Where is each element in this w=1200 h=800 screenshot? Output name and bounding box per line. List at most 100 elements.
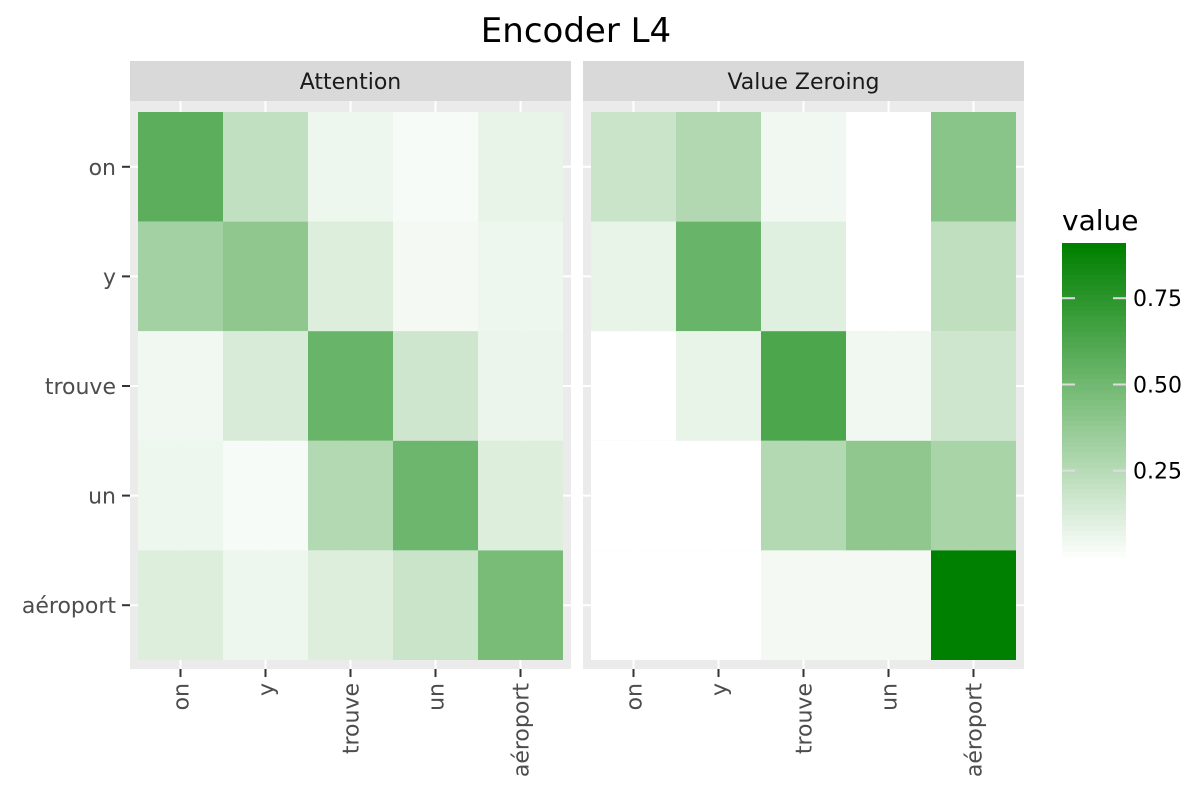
x-axis-tick-label: trouve xyxy=(793,683,818,754)
heatmap-cell xyxy=(223,331,308,441)
legend-gradient-step xyxy=(1062,279,1126,286)
heatmap-cell xyxy=(138,550,223,660)
heatmap-cell xyxy=(761,550,846,660)
heatmap-cell xyxy=(761,221,846,332)
legend-gradient-step xyxy=(1062,326,1126,333)
heatmap-cell xyxy=(676,112,761,222)
legend-gradient-step xyxy=(1062,321,1126,328)
heatmap-cell xyxy=(591,112,676,222)
heatmap-cell xyxy=(846,331,931,441)
y-axis-tick-label: trouve xyxy=(45,375,116,400)
legend-gradient-step xyxy=(1062,373,1126,380)
heatmap-cell xyxy=(223,221,308,332)
heatmap-cell xyxy=(931,221,1016,332)
legend-gradient-step xyxy=(1062,284,1126,291)
facet-strip xyxy=(130,61,571,101)
legend-gradient-step xyxy=(1062,300,1126,307)
heatmap-cell xyxy=(308,112,393,222)
legend-gradient-step xyxy=(1062,494,1126,501)
legend-gradient-step xyxy=(1062,274,1126,281)
heatmap-cell xyxy=(846,112,931,222)
heatmap-cell xyxy=(591,550,676,660)
x-axis-tick-label: un xyxy=(425,683,450,711)
legend-gradient-step xyxy=(1062,488,1126,495)
heatmap-cell xyxy=(846,221,931,332)
legend-gradient-step xyxy=(1062,473,1126,480)
legend-gradient-step xyxy=(1062,263,1126,270)
legend-gradient-step xyxy=(1062,420,1126,427)
x-axis-tick-label: y xyxy=(255,683,280,696)
legend-gradient-step xyxy=(1062,436,1126,443)
heatmap-cell xyxy=(478,221,563,332)
legend-gradient-step xyxy=(1062,379,1126,385)
legend-gradient-step xyxy=(1062,509,1126,516)
legend-gradient-step xyxy=(1062,389,1126,396)
heatmap-cell xyxy=(308,221,393,332)
legend-gradient-step xyxy=(1062,358,1126,364)
heatmap-cell xyxy=(676,331,761,441)
heatmap-cell xyxy=(591,440,676,551)
heatmap-cell xyxy=(138,331,223,441)
heatmap-cell xyxy=(761,331,846,441)
legend-gradient-step xyxy=(1062,541,1126,548)
heatmap-cell xyxy=(393,440,478,551)
heatmap-cell xyxy=(393,550,478,660)
x-axis-tick-label: aéroport xyxy=(510,683,535,778)
x-axis-tick-label: aéroport xyxy=(963,683,988,778)
heatmap-cell xyxy=(591,331,676,441)
heatmap-cell xyxy=(138,221,223,332)
legend-title: value xyxy=(1062,204,1138,237)
legend-gradient-step xyxy=(1062,394,1126,401)
heatmap-cell xyxy=(393,112,478,222)
legend-gradient-step xyxy=(1062,311,1126,317)
color-legend: value 0.25 0.50 0.75 xyxy=(1062,204,1182,558)
heatmap-cell xyxy=(478,331,563,441)
x-axis-tick-label: un xyxy=(878,683,903,711)
legend-gradient-step xyxy=(1062,368,1126,375)
heatmap-cell xyxy=(138,440,223,551)
heatmap-cell xyxy=(223,550,308,660)
heatmap-cell xyxy=(393,221,478,332)
heatmap-cell xyxy=(846,550,931,660)
legend-gradient-step xyxy=(1062,462,1126,469)
legend-gradient-step xyxy=(1062,384,1126,391)
heatmap-cell xyxy=(931,550,1016,660)
y-axis-tick-label: y xyxy=(103,265,116,290)
heatmap-cell xyxy=(591,221,676,332)
heatmap-cell xyxy=(761,112,846,222)
chart-title: Encoder L4 xyxy=(481,11,671,51)
legend-gradient-step xyxy=(1062,452,1126,459)
legend-gradient-step xyxy=(1062,520,1126,527)
y-axis-tick-label: on xyxy=(89,156,116,181)
legend-gradient-step xyxy=(1062,426,1126,432)
legend-gradient-step xyxy=(1062,441,1126,448)
legend-gradient-step xyxy=(1062,546,1126,553)
legend-gradient-step xyxy=(1062,410,1126,417)
legend-gradient-step xyxy=(1062,400,1126,406)
facet-strip-label: Value Zeroing xyxy=(727,70,879,95)
legend-gradient-step xyxy=(1062,415,1126,422)
legend-gradient-step xyxy=(1062,551,1126,558)
legend-tick-label: 0.25 xyxy=(1133,460,1182,485)
heatmap-cell xyxy=(931,112,1016,222)
heatmap-cell xyxy=(931,440,1016,551)
legend-gradient-step xyxy=(1062,447,1126,453)
legend-gradient-step xyxy=(1062,295,1126,302)
heatmap-cell xyxy=(308,331,393,441)
heatmap-cell xyxy=(478,112,563,222)
legend-gradient-step xyxy=(1062,536,1126,542)
panel-1: Value Zeroing on y trouve un aéroport xyxy=(583,61,1024,777)
legend-gradient-step xyxy=(1062,525,1126,532)
heatmap-cell xyxy=(223,440,308,551)
legend-gradient-step xyxy=(1062,363,1126,370)
legend-gradient-step xyxy=(1062,258,1126,265)
legend-gradient-step xyxy=(1062,253,1126,260)
legend-gradient-step xyxy=(1062,352,1126,359)
legend-gradient-step xyxy=(1062,530,1126,537)
facet-strip xyxy=(583,61,1024,101)
y-axis-tick-label: aéroport xyxy=(22,594,117,619)
heatmap-cell xyxy=(393,331,478,441)
heatmap-cell xyxy=(761,440,846,551)
